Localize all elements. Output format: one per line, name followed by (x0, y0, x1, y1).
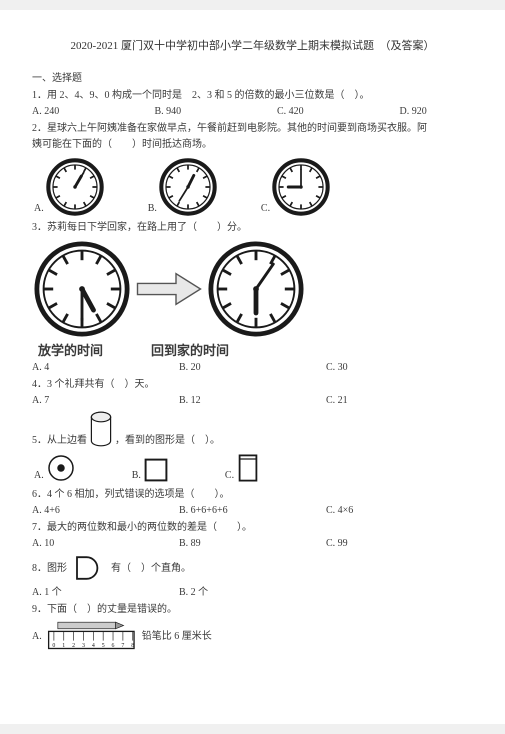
q3-opt-c: C. 30 (326, 360, 473, 375)
svg-text:6: 6 (111, 643, 114, 649)
svg-text:2: 2 (72, 643, 75, 649)
q5-opt-a: A. (34, 468, 44, 483)
q3-opt-a: A. 4 (32, 360, 179, 375)
q8-line: 8．图形 有（ ）个直角。 (32, 553, 473, 583)
q2-opt-a: A. (34, 201, 44, 216)
page-title: 2020-2021 厦门双十中学初中部小学二年级数学上期末模拟试题 （及答案） (32, 38, 473, 55)
q4-opt-c: C. 21 (326, 393, 473, 408)
q5-post: ，看到的图形是（ ）。 (115, 433, 220, 448)
svg-text:7: 7 (121, 643, 124, 649)
q6-opt-b: B. 6+6+6+6 (179, 503, 326, 518)
clock-icon (46, 158, 104, 216)
q9-text: 9．下面（ ）的丈量是错误的。 (32, 602, 473, 617)
q1-opt-a: A. 240 (32, 104, 155, 119)
q5-opt-b: B. (132, 468, 141, 483)
q5-pre: 5．从上边看 (32, 433, 87, 448)
q7-text: 7．最大的两位数和最小的两位数的差是（ ）。 (32, 520, 473, 535)
svg-text:1: 1 (62, 643, 65, 649)
q5-line: 5．从上边看 ，看到的图形是（ ）。 (32, 410, 220, 448)
exam-page: 2020-2021 厦门双十中学初中部小学二年级数学上期末模拟试题 （及答案） … (0, 10, 505, 724)
q7-opt-b: B. 89 (179, 536, 326, 551)
semicircle-icon (71, 553, 107, 583)
clock-icon (34, 241, 130, 337)
q4-text: 4．3 个礼拜共有（ ）天。 (32, 377, 473, 392)
q8-opt-b: B. 2 个 (179, 585, 326, 600)
clock-icon (208, 241, 304, 337)
q3-caption2: 回到家的时间 (151, 341, 229, 361)
q6-opt-c: C. 4×6 (326, 503, 473, 518)
q2-opt-c: C. (261, 201, 270, 216)
q5-opt-c: C. (225, 468, 234, 483)
q1-text: 1．用 2、4、9、0 构成一个同时是 2、3 和 5 的倍数的最小三位数是（ … (32, 88, 473, 103)
clock-icon (159, 158, 217, 216)
svg-text:8: 8 (131, 643, 134, 649)
q7-opt-a: A. 10 (32, 536, 179, 551)
q3-text: 3．苏莉每日下学回家，在路上用了（ ）分。 (32, 220, 473, 235)
q3-clock-row (32, 239, 473, 339)
q4-opt-b: B. 12 (179, 393, 326, 408)
q1-opt-b: B. 940 (155, 104, 278, 119)
ring-icon (46, 453, 76, 483)
q1-opt-d: D. 920 (400, 104, 474, 119)
q9-row: A. 0 1 2 3 45 6 7 8 铅笔比 6 厘米长 (32, 619, 473, 653)
svg-text:4: 4 (92, 643, 95, 649)
q2-line1: 2．星球六上午阿姨准备在家做早点，午餐前赶到电影院。其他的时间要到商场买衣服。阿 (32, 121, 473, 136)
q8-post: 有（ ）个直角。 (111, 561, 191, 576)
svg-text:0: 0 (52, 643, 55, 649)
section-heading: 一、选择题 (32, 71, 473, 86)
ruler-icon: 0 1 2 3 45 6 7 8 (46, 619, 138, 653)
q4-options: A. 7 B. 12 C. 21 (32, 393, 473, 408)
q6-text: 6．4 个 6 相加，列式错误的选项是（ ）。 (32, 487, 473, 502)
q5-shapes: A. B. C. (32, 453, 473, 483)
q2-line2: 姨可能在下面的（ ）时间抵达商场。 (32, 137, 473, 152)
q6-options: A. 4+6 B. 6+6+6+6 C. 4×6 (32, 503, 473, 518)
q7-opt-c: C. 99 (326, 536, 473, 551)
q7-options: A. 10 B. 89 C. 99 (32, 536, 473, 551)
q8-options: A. 1 个 B. 2 个 (32, 585, 473, 600)
square-icon (143, 457, 169, 483)
q3-caption1: 放学的时间 (38, 341, 103, 361)
arrow-icon (134, 268, 204, 310)
q1-opt-c: C. 420 (277, 104, 400, 119)
cylinder-icon (89, 410, 113, 448)
q3-captions: 放学的时间 回到家的时间 (32, 341, 473, 361)
svg-text:3: 3 (82, 643, 85, 649)
q8-opt-a: A. 1 个 (32, 585, 179, 600)
q2-clock-row: A. B. (32, 158, 473, 216)
q9-opt-a: A. (32, 629, 42, 644)
rect-stack-icon (236, 453, 260, 483)
q3-opt-b: B. 20 (179, 360, 326, 375)
q6-opt-a: A. 4+6 (32, 503, 179, 518)
q3-options: A. 4 B. 20 C. 30 (32, 360, 473, 375)
q9-caption: 铅笔比 6 厘米长 (142, 629, 212, 644)
svg-text:5: 5 (101, 643, 104, 649)
q2-opt-b: B. (148, 201, 157, 216)
clock-icon (272, 158, 330, 216)
q8-pre: 8．图形 (32, 561, 67, 576)
q1-options: A. 240 B. 940 C. 420 D. 920 (32, 104, 473, 119)
q4-opt-a: A. 7 (32, 393, 179, 408)
